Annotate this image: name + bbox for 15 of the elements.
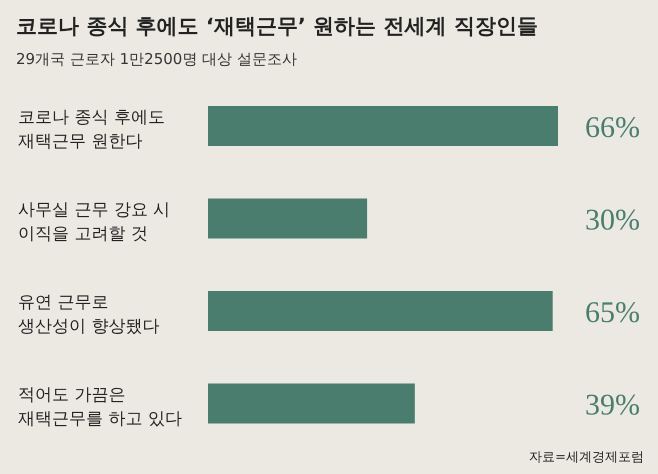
bar (208, 384, 415, 424)
data-label: 30% (585, 204, 640, 236)
bar (208, 106, 558, 146)
data-label: 66% (585, 111, 640, 144)
chart-subtitle: 29개국 근로자 1만2500명 대상 설문조사 (16, 50, 297, 69)
data-label: 65% (585, 296, 640, 329)
annotation: 자료=세계경제포럼 (529, 449, 644, 466)
chart-title: 코로나 종식 후에도 ‘재택근무’ 원하는 전세계 직장인들 (16, 13, 538, 40)
bar (208, 198, 368, 238)
bar (208, 291, 553, 331)
y-tick-label: 코로나 종식 후에도 재택근무 원한다 (18, 107, 165, 152)
data-label: 39% (585, 388, 640, 422)
y-tick-label: 유연 근무로 생산성이 향상됐다 (18, 292, 160, 336)
y-tick-label: 적어도 가끔은 재택근무를 하고 있다 (18, 384, 182, 429)
y-tick-label: 사무실 근무 강요 시 이직을 고려할 것 (18, 200, 170, 244)
